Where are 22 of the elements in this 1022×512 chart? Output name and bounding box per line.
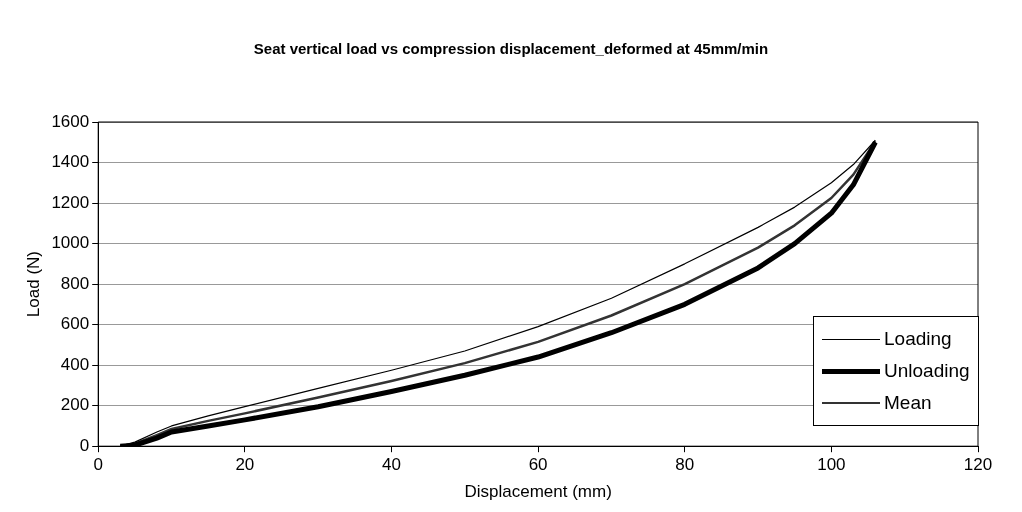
y-axis-title: Load (N) xyxy=(23,251,43,318)
legend-label: Loading xyxy=(884,328,952,351)
y-tick-label: 0 xyxy=(79,435,90,455)
x-tick-label: 40 xyxy=(382,455,401,475)
x-axis-title: Displacement (mm) xyxy=(464,482,612,502)
y-tick-label: 800 xyxy=(60,273,90,293)
y-tick-label: 600 xyxy=(60,314,90,334)
y-tick-label: 1600 xyxy=(51,111,90,131)
x-tick-label: 100 xyxy=(817,455,846,475)
x-tick-label: 60 xyxy=(528,455,548,475)
legend-label: Unloading xyxy=(884,360,970,383)
y-tick-label: 400 xyxy=(60,354,90,374)
y-tick-label: 1000 xyxy=(51,233,90,253)
x-tick-label: 80 xyxy=(675,455,695,475)
legend-label: Mean xyxy=(884,392,932,415)
y-tick-label: 1200 xyxy=(51,192,90,212)
x-tick-label: 120 xyxy=(963,455,993,475)
x-tick-label: 0 xyxy=(93,455,103,475)
y-tick-label: 1400 xyxy=(51,152,90,172)
x-tick-label: 20 xyxy=(235,455,255,475)
chart-title: Seat vertical load vs compression displacement_deformed at 45mm/min xyxy=(252,40,770,57)
y-tick-label: 200 xyxy=(60,395,90,415)
